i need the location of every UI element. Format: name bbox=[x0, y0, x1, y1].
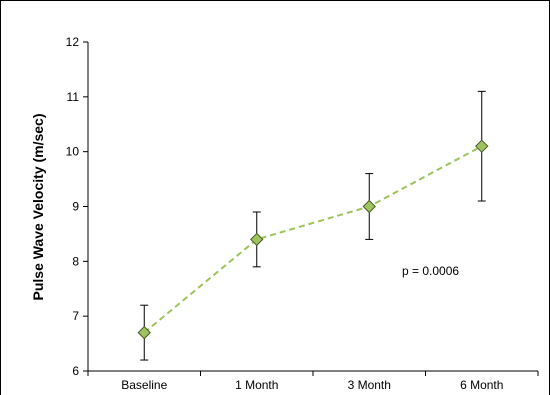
data-point-marker bbox=[475, 139, 489, 153]
y-tick-label: 10 bbox=[66, 145, 80, 159]
y-tick-label: 8 bbox=[72, 254, 79, 268]
axes: 6 7 8 9 10 11 12 Baseline 1 Month 3 Month 6 Month bbox=[66, 35, 539, 392]
x-tick-label: Baseline bbox=[121, 378, 167, 392]
data-point-marker bbox=[362, 199, 376, 214]
data-point-marker bbox=[250, 232, 264, 247]
y-tick-label: 6 bbox=[72, 364, 79, 378]
y-tick-label: 12 bbox=[66, 35, 80, 49]
y-tick-label: 11 bbox=[67, 90, 80, 104]
plot-area bbox=[137, 90, 489, 361]
data-point-marker bbox=[137, 325, 151, 340]
x-tick-label: 3 Month bbox=[348, 378, 391, 392]
y-tick-label: 7 bbox=[72, 309, 79, 323]
x-tick-label: 6 Month bbox=[460, 378, 503, 392]
y-tick-label: 9 bbox=[72, 200, 79, 214]
y-axis-label: Pulse Wave Velocity (m/sec) bbox=[30, 113, 46, 300]
series-line bbox=[143, 145, 483, 334]
p-value-annotation: p = 0.0006 bbox=[402, 264, 459, 278]
x-tick-label: 1 Month bbox=[235, 378, 278, 392]
